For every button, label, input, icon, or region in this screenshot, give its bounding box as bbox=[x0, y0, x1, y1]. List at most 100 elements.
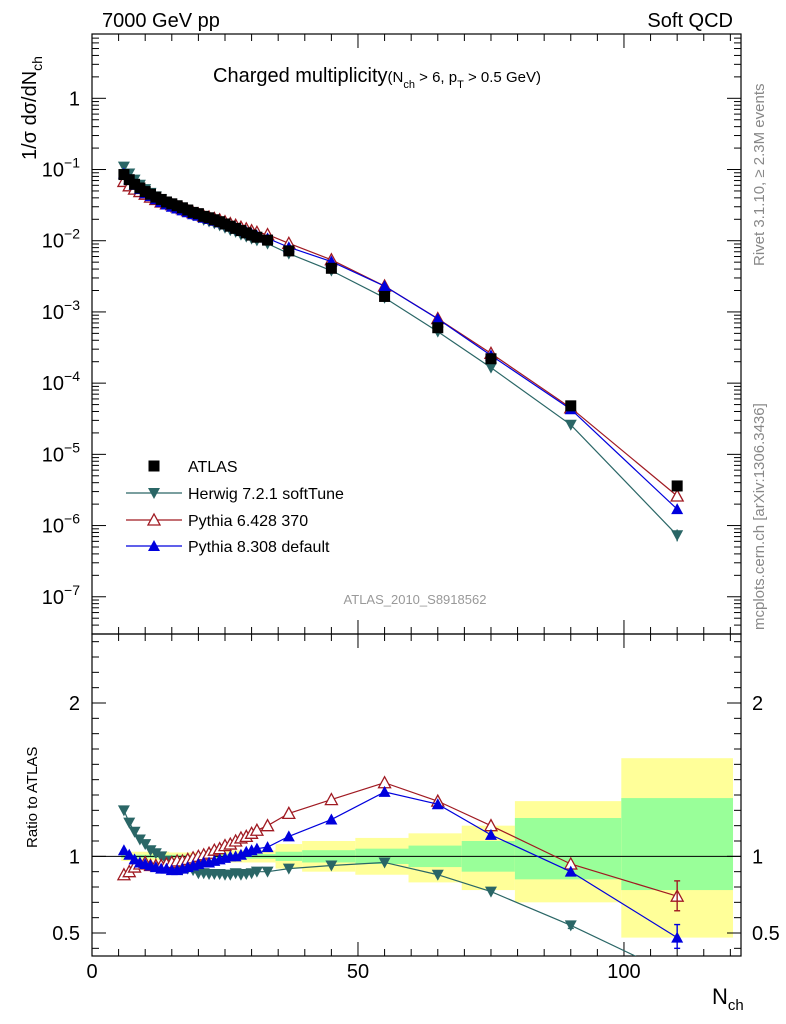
ratio-tick-label-right: 1 bbox=[752, 846, 763, 868]
x-tick-label: 0 bbox=[86, 961, 97, 983]
pythia8-marker bbox=[671, 503, 684, 515]
y-tick-label: 10−3 bbox=[42, 297, 80, 324]
pythia8-marker bbox=[431, 312, 444, 324]
pythia8-ratio-marker bbox=[261, 841, 274, 853]
y-tick-label-base: 10 bbox=[42, 231, 64, 253]
legend-marker-pythia6 bbox=[146, 512, 162, 526]
herwig-marker bbox=[117, 161, 130, 173]
legend-marker-pythia8 bbox=[148, 540, 160, 551]
y-tick-label-exponent: −3 bbox=[64, 297, 80, 313]
pythia8-ratio-marker bbox=[431, 798, 444, 810]
atlas-marker bbox=[485, 353, 497, 365]
plot-title: Charged multiplicity(Nch > 6, pT > 0.5 G… bbox=[213, 65, 541, 91]
pythia8-ratio-marker bbox=[378, 785, 391, 797]
legend: ATLAS Herwig 7.2.1 softTune Pythia 6.428… bbox=[126, 459, 344, 556]
ratio-tick-label-right: 0.5 bbox=[752, 923, 780, 945]
atlas-marker bbox=[251, 231, 263, 243]
plot-title-cond-1: (N bbox=[388, 69, 404, 86]
herwig-ratio-marker bbox=[139, 839, 152, 851]
pythia6-marker bbox=[670, 488, 685, 502]
plot-title-cond-sub-1: ch bbox=[403, 79, 415, 91]
x-tick-label: 50 bbox=[347, 961, 369, 983]
analysis-reference: ATLAS_2010_S8918562 bbox=[344, 592, 487, 607]
y-tick-label: 10−1 bbox=[42, 155, 80, 182]
legend-marker-herwig bbox=[148, 488, 160, 499]
atlas-marker bbox=[671, 480, 683, 492]
y-tick-label: 10−4 bbox=[42, 368, 80, 395]
atlas-marker bbox=[565, 400, 577, 412]
herwig-ratio-marker bbox=[250, 866, 263, 878]
pythia8-ratio-marker bbox=[564, 865, 577, 877]
band-inner bbox=[621, 798, 734, 891]
ratio-tick-label-right: 2 bbox=[752, 693, 763, 715]
pythia8-ratio-marker bbox=[250, 842, 263, 854]
x-axis-label-main: N bbox=[712, 984, 728, 1009]
pythia8-marker bbox=[378, 280, 391, 292]
y-tick-label-base: 10 bbox=[42, 516, 64, 538]
atlas-marker bbox=[262, 234, 274, 246]
x-axis-label: Nch bbox=[712, 984, 744, 1014]
y-tick-label-exponent: −6 bbox=[64, 511, 80, 527]
y-tick-label-exponent: −2 bbox=[64, 226, 80, 242]
plot-title-cond-sub-2: T bbox=[457, 79, 464, 91]
herwig-ratio-marker bbox=[431, 869, 444, 881]
y-axis-label: 1/σ dσ/dNch bbox=[19, 56, 45, 160]
plot-title-cond-3: > 0.5 GeV) bbox=[464, 69, 541, 86]
y-tick-label: 10−7 bbox=[42, 582, 80, 609]
y-tick-label-base: 10 bbox=[42, 587, 64, 609]
y-tick-label-base: 10 bbox=[42, 373, 64, 395]
atlas-marker bbox=[432, 322, 444, 334]
category-label: Soft QCD bbox=[647, 10, 733, 32]
pythia6-ratio-marker bbox=[249, 822, 265, 836]
ratio-panel-ticks: 0 50 100 0.5 0.5 1 1 2 2 bbox=[52, 634, 780, 983]
atlas-marker bbox=[379, 290, 391, 302]
herwig-ratio-marker bbox=[144, 845, 157, 857]
ratio-panel-series bbox=[116, 775, 685, 956]
rivet-label: Rivet 3.1.10, ≥ 2.3M events bbox=[751, 84, 768, 267]
x-axis-label-sub: ch bbox=[728, 997, 744, 1014]
ratio-panel: 0 50 100 0.5 0.5 1 1 2 2 bbox=[52, 633, 780, 983]
x-tick-label: 100 bbox=[607, 961, 640, 983]
y-tick-label-exponent: −4 bbox=[64, 368, 80, 384]
pythia8-ratio-marker bbox=[117, 844, 130, 856]
herwig-ratio-marker bbox=[128, 826, 141, 838]
y-tick-label-base: 10 bbox=[42, 302, 64, 324]
y-tick-label-base: 10 bbox=[42, 444, 64, 466]
mcplots-label: mcplots.cern.ch [arXiv:1306.3436] bbox=[751, 403, 768, 630]
atlas-marker bbox=[325, 262, 337, 274]
legend-label-herwig: Herwig 7.2.1 softTune bbox=[188, 486, 344, 503]
y-tick-label-base: 1 bbox=[69, 88, 80, 110]
y-tick-label: 10−6 bbox=[42, 511, 80, 538]
herwig-marker bbox=[564, 419, 577, 431]
beam-label: 7000 GeV pp bbox=[102, 10, 220, 32]
plot-title-cond-2: > 6, p bbox=[415, 69, 457, 86]
herwig-ratio-marker bbox=[149, 848, 162, 860]
plot-title-main: Charged multiplicity bbox=[213, 65, 388, 87]
herwig-ratio-marker bbox=[261, 866, 274, 878]
legend-label-pythia8: Pythia 8.308 default bbox=[188, 539, 330, 556]
herwig-ratio-marker bbox=[325, 860, 338, 872]
pythia8-ratio-marker bbox=[484, 828, 497, 840]
ratio-tick-label-left: 2 bbox=[69, 693, 80, 715]
top-panel-ticks: 110−110−210−310−410−510−610−7 bbox=[42, 33, 741, 635]
y-tick-label-exponent: −7 bbox=[64, 582, 80, 598]
top-panel-series bbox=[116, 161, 685, 542]
pythia6-ratio-marker bbox=[281, 806, 296, 820]
pythia8-ratio-marker bbox=[234, 848, 247, 860]
herwig-marker bbox=[484, 362, 497, 374]
legend-label-atlas: ATLAS bbox=[188, 459, 238, 476]
y-tick-label-base: 10 bbox=[42, 160, 64, 182]
pythia8-ratio-marker bbox=[123, 848, 136, 860]
legend-marker-atlas bbox=[148, 460, 160, 472]
pythia6-ratio-marker bbox=[260, 818, 275, 832]
top-panel: 110−110−210−310−410−510−610−7 bbox=[42, 33, 742, 635]
y-tick-label-exponent: −5 bbox=[64, 439, 80, 455]
ratio-tick-label-left: 0.5 bbox=[52, 923, 80, 945]
y-tick-label-exponent: −1 bbox=[64, 155, 80, 171]
herwig-ratio-marker bbox=[123, 817, 136, 829]
legend-label-pythia6: Pythia 6.428 370 bbox=[188, 513, 308, 530]
y-tick-label: 10−5 bbox=[42, 439, 80, 466]
pythia8-ratio-marker bbox=[282, 830, 295, 842]
y-axis-label-main: 1/σ dσ/dN bbox=[19, 71, 41, 160]
